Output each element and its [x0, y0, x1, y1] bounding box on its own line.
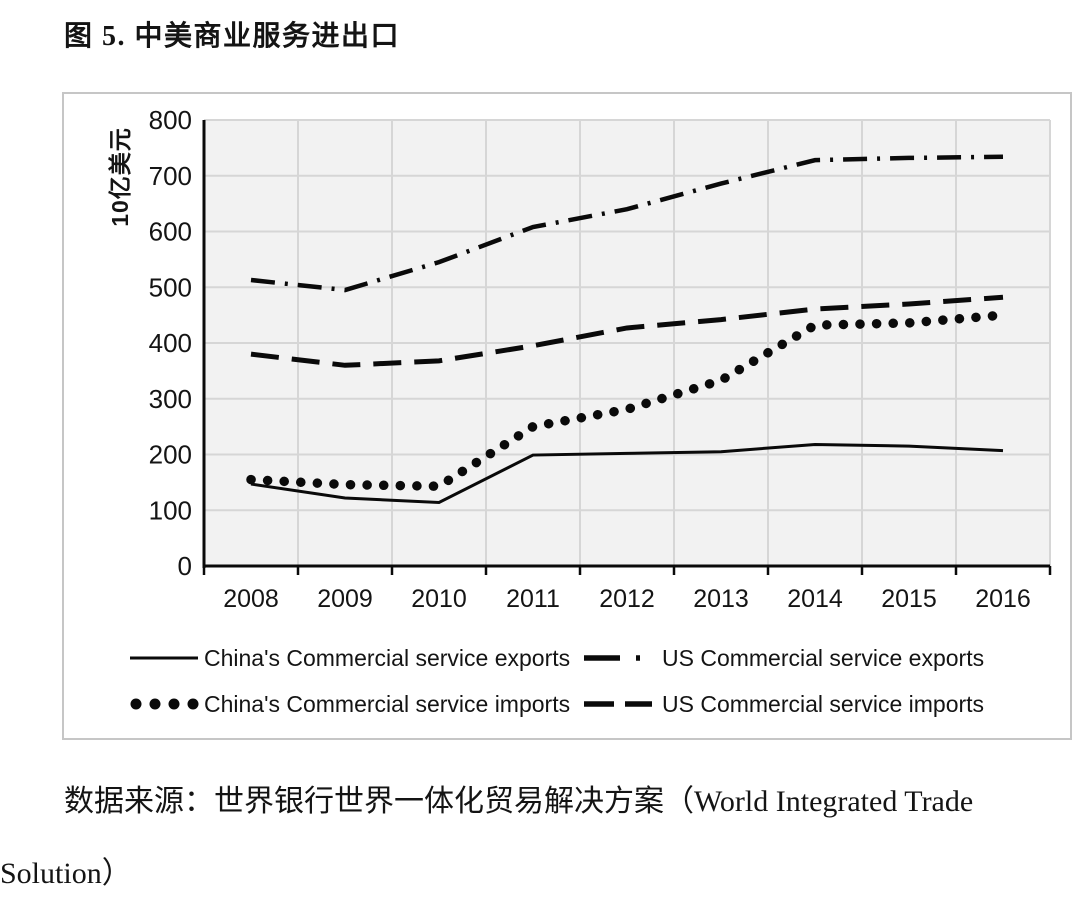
- series-line-dashed: [250, 294, 1004, 368]
- x-tick-label: 2014: [787, 585, 843, 613]
- series-line-solid: [250, 442, 1004, 504]
- x-tick-label: 2008: [223, 585, 279, 613]
- y-tick-label: 200: [149, 440, 192, 470]
- series-line-dotted: [246, 310, 1008, 492]
- legend-item-label: US Commercial service exports: [662, 645, 984, 671]
- x-tick-label: 2013: [693, 585, 749, 613]
- legend-item-label: China's Commercial service imports: [204, 691, 570, 717]
- y-tick-label: 400: [149, 328, 192, 358]
- legend-item-label: US Commercial service imports: [662, 691, 984, 717]
- figure-title: 图 5. 中美商业服务进出口: [64, 21, 401, 52]
- x-tick-label: 2015: [881, 585, 937, 613]
- x-tick-label: 2009: [317, 585, 373, 613]
- x-tick-label: 2012: [599, 585, 655, 613]
- x-tick-label: 2010: [411, 585, 467, 613]
- y-tick-label: 100: [149, 495, 192, 525]
- legend-marker-dotted: [187, 698, 199, 710]
- legend-marker-dotted: [168, 698, 180, 710]
- x-tick-label: 2011: [506, 585, 560, 613]
- source-line-1: 数据来源：世界银行世界一体化贸易解决方案（World Integrated Tr…: [64, 785, 974, 818]
- series-line-dashdot: [250, 154, 1004, 293]
- legend-item-label: China's Commercial service exports: [204, 645, 570, 671]
- y-tick-label: 0: [178, 551, 192, 581]
- chart-plot: 0 100 200 300 400 500 600 700 800 2008 2009 2010 201…: [130, 105, 1052, 717]
- source-note: 数据来源：世界银行世界一体化贸易解决方案（World Integrated Tr…: [0, 766, 1080, 910]
- chart-container: 10亿美元 0 100 200 300 400 500 600 700 800 2008 2009 2…: [62, 92, 1072, 740]
- legend-marker-dotted: [130, 698, 142, 710]
- y-tick-label: 600: [149, 217, 192, 247]
- y-tick-label: 500: [149, 272, 192, 302]
- x-tick-label: 2016: [975, 585, 1031, 613]
- y-tick-label: 300: [149, 384, 192, 414]
- legend-marker-dotted: [149, 698, 161, 710]
- source-line-2: Solution）: [0, 857, 132, 890]
- y-tick-label: 700: [149, 161, 192, 191]
- y-tick-label: 800: [149, 105, 192, 135]
